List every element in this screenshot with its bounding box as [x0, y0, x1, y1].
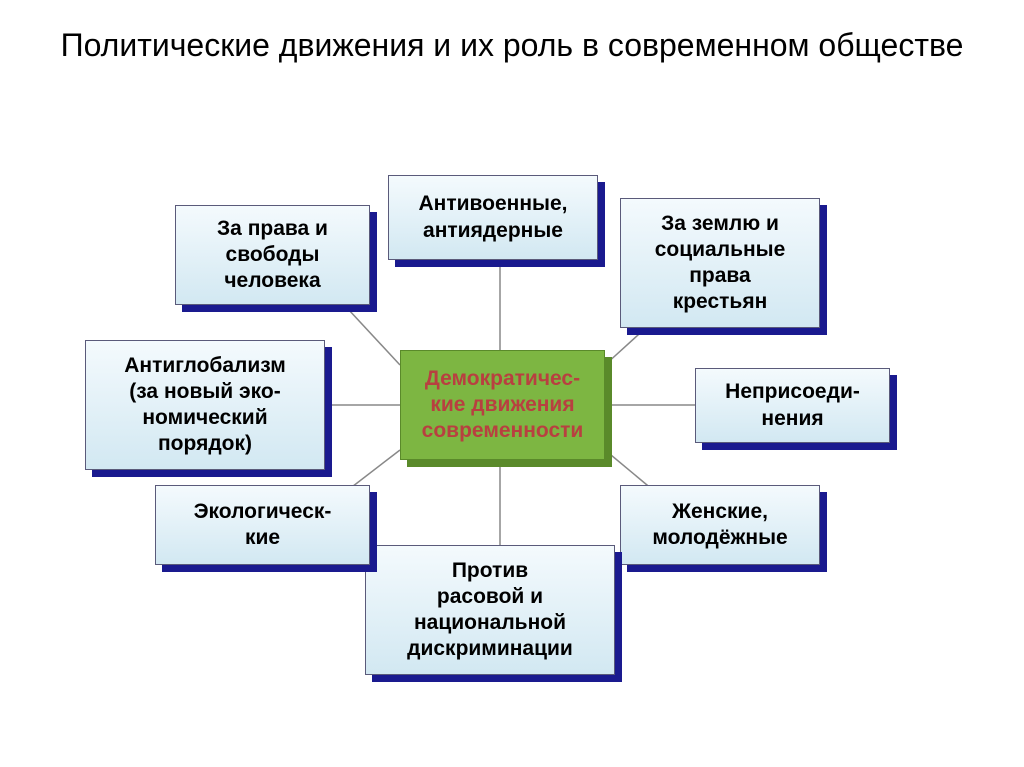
node-top-left: За права и свободы человека [175, 205, 370, 305]
node-bot-right: Женские, молодёжные [620, 485, 820, 565]
node-top-right: За землю и социальные права крестьян [620, 198, 820, 328]
page-title: Политические движения и их роль в соврем… [0, 0, 1024, 67]
node-bottom: Против расовой и национальной дискримина… [365, 545, 615, 675]
node-top: Антивоенные, антиядерные [388, 175, 598, 260]
node-bot-left: Экологическ- кие [155, 485, 370, 565]
concept-diagram: Демократичес- кие движения современности… [0, 150, 1024, 750]
node-left: Антиглобализм (за новый эко- номический … [85, 340, 325, 470]
node-right: Неприсоеди- нения [695, 368, 890, 443]
center-node: Демократичес- кие движения современности [400, 350, 605, 460]
